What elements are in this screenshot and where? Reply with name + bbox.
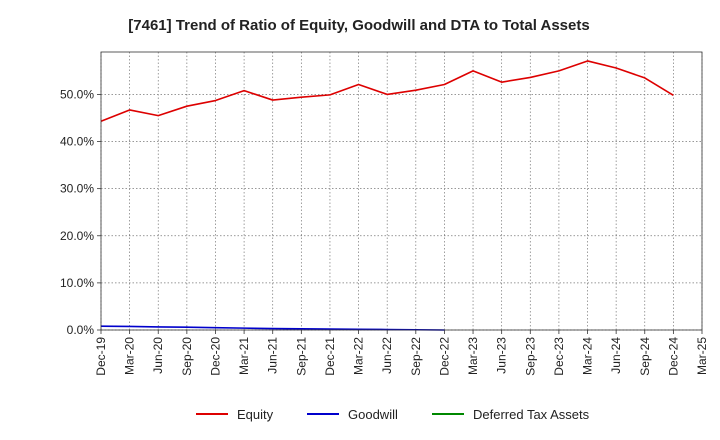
- x-tick-label: Dec-24: [666, 337, 680, 376]
- x-tick-label: Dec-21: [323, 337, 337, 376]
- x-tick-label: Dec-23: [552, 337, 566, 376]
- legend: Equity Goodwill Deferred Tax Assets: [196, 407, 590, 422]
- x-tick-label: Sep-23: [523, 337, 537, 376]
- x-tick-label: Mar-21: [237, 337, 251, 375]
- x-tick-label: Sep-21: [294, 337, 308, 376]
- x-tick-label: Mar-25: [695, 337, 709, 375]
- x-tick-label: Jun-24: [609, 337, 623, 374]
- x-tick-label: Sep-22: [409, 337, 423, 376]
- y-tick-label: 40.0%: [60, 135, 94, 149]
- y-tick-label: 10.0%: [60, 276, 94, 290]
- chart-title: [7461] Trend of Ratio of Equity, Goodwil…: [128, 17, 589, 34]
- x-tick-label: Jun-20: [151, 337, 165, 374]
- legend-label-deferred-tax-assets: Deferred Tax Assets: [473, 407, 590, 422]
- series-line-equity: [100, 60, 674, 123]
- series-line-goodwill: [100, 325, 445, 331]
- x-tick-label: Jun-22: [380, 337, 394, 374]
- x-tick-label: Mar-20: [123, 337, 137, 375]
- x-tick-label: Dec-20: [208, 337, 222, 376]
- x-tick-label: Sep-24: [638, 337, 652, 376]
- x-tick-label: Sep-20: [180, 337, 194, 376]
- x-tick-label: Jun-23: [495, 337, 509, 374]
- plot-frame: [100, 51, 703, 331]
- y-tick-label: 50.0%: [60, 87, 94, 101]
- x-tick-label: Mar-24: [581, 337, 595, 375]
- y-tick-label: 30.0%: [60, 182, 94, 196]
- x-tick-label: Dec-22: [437, 337, 451, 376]
- x-tick-label: Mar-23: [466, 337, 480, 375]
- grid: [100, 52, 703, 331]
- series-lines: [100, 60, 674, 331]
- x-axis: Dec-19 Mar-20 Jun-20 Sep-20 Dec-20 Mar-21 Jun-…: [94, 330, 709, 376]
- y-axis: 0.0% 10.0% 20.0% 30.0% 40.0% 50.0%: [60, 87, 101, 337]
- x-tick-label: Dec-19: [94, 337, 108, 376]
- x-tick-label: Jun-21: [266, 337, 280, 374]
- legend-label-goodwill: Goodwill: [348, 407, 398, 422]
- y-tick-label: 20.0%: [60, 229, 94, 243]
- y-tick-label: 0.0%: [67, 323, 95, 337]
- legend-label-equity: Equity: [237, 407, 274, 422]
- x-tick-label: Mar-22: [352, 337, 366, 375]
